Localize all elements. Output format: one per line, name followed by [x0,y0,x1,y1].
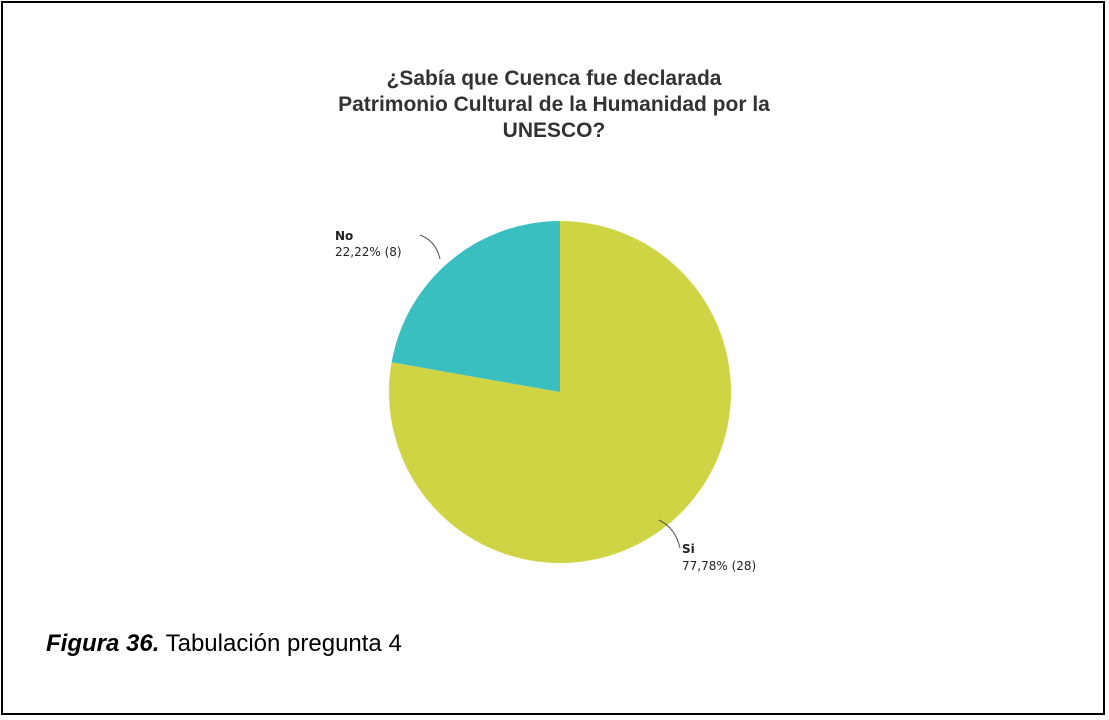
chart-title-line-1: ¿Sabía que Cuenca fue declarada [386,67,722,90]
figure-number: Figura 36. [46,630,160,657]
slice-label-si: Si [682,542,695,556]
figure-caption-text: Tabulación pregunta 4 [159,630,402,657]
slice-label-no: No [335,229,353,243]
slice-value-si: 77,78% (28) [682,559,756,573]
chart-title: ¿Sabía que Cuenca fue declarada Patrimon… [254,66,854,144]
chart-title-line-2: Patrimonio Cultural de la Humanidad por … [338,93,770,116]
figure-caption: Figura 36. Tabulación pregunta 4 [46,630,402,658]
chart-title-line-3: UNESCO? [502,119,606,142]
leader-line-no [419,234,441,260]
slice-value-no: 22,22% (8) [335,245,402,259]
leader-line-si [658,519,681,549]
pie-slice-no [391,221,560,392]
